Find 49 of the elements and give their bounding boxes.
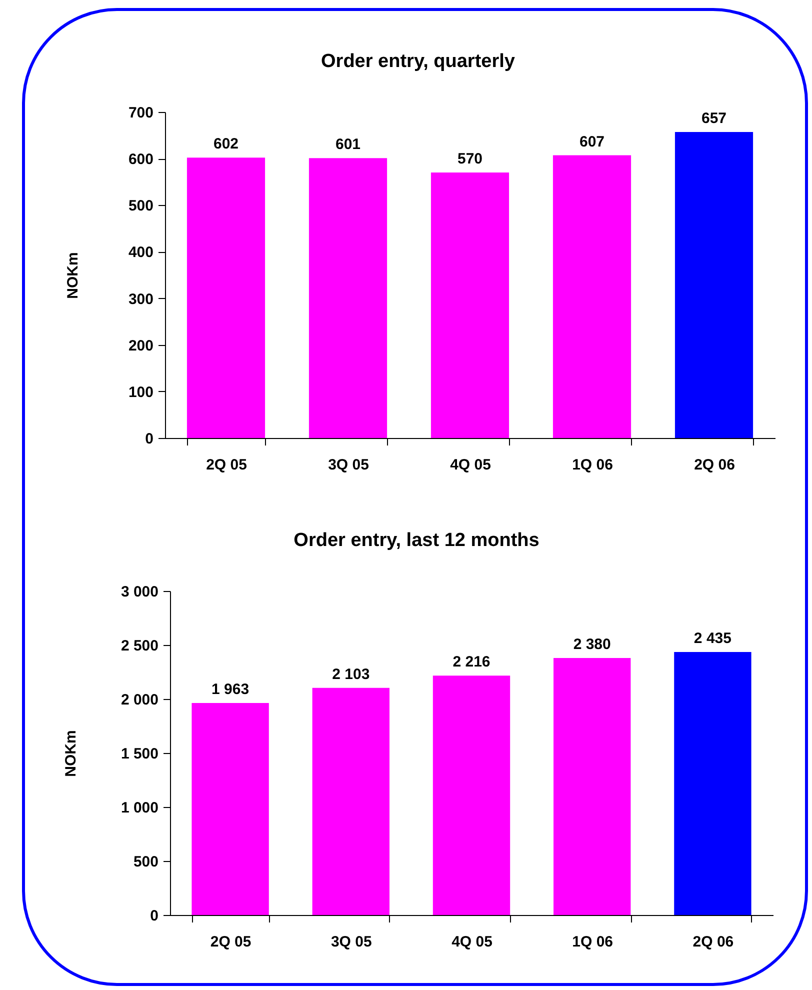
y-axis-title: NOKm: [64, 252, 82, 299]
y-tick-label: 600: [128, 151, 154, 168]
bar: [308, 158, 388, 438]
data-label: 2 216: [452, 654, 490, 671]
y-axis-title: NOKm: [62, 730, 80, 777]
data-label: 601: [335, 136, 361, 154]
y-tick-label: 0: [145, 430, 154, 448]
data-label: 2 103: [332, 666, 370, 683]
x-tick-label: 1Q 06: [572, 934, 614, 950]
bar: [312, 688, 390, 915]
data-label: 1 963: [212, 680, 250, 698]
chart-title: Order entry, last 12 months: [294, 530, 540, 551]
y-tick-label: 300: [128, 290, 154, 308]
bar: [552, 155, 632, 438]
bar: [674, 132, 754, 438]
bar: [674, 652, 752, 915]
y-tick-label: 1 500: [120, 746, 158, 762]
data-label: 2 435: [694, 630, 732, 648]
bar: [554, 658, 631, 915]
x-tick-label: 2Q 05: [210, 934, 252, 950]
y-tick-label: 400: [128, 244, 154, 262]
y-tick-label: 3 000: [120, 584, 158, 600]
x-tick-label: 2Q 06: [694, 456, 735, 474]
y-tick-label: 500: [128, 198, 154, 215]
y-tick-label: 2 000: [120, 692, 158, 708]
data-label: 657: [701, 110, 727, 128]
x-tick-label: 2Q 05: [206, 456, 247, 474]
x-tick-label: 4Q 05: [450, 456, 491, 474]
y-tick-label: 200: [128, 337, 154, 354]
x-tick-label: 4Q 05: [452, 934, 492, 950]
data-label: 2 380: [573, 636, 611, 653]
data-label: 570: [457, 150, 483, 168]
chart-title: Order entry, quarterly: [321, 51, 516, 72]
y-tick-label: 500: [133, 854, 158, 870]
data-label: 602: [213, 136, 239, 153]
y-tick-label: 2 500: [120, 638, 158, 654]
x-tick-label: 3Q 05: [330, 934, 372, 950]
y-tick-label: 0: [150, 908, 158, 924]
y-tick-label: 100: [128, 384, 154, 401]
x-tick-label: 3Q 05: [328, 456, 369, 474]
x-tick-label: 2Q 06: [692, 934, 734, 950]
y-tick-label: 1 000: [120, 800, 158, 816]
x-tick-label: 1Q 06: [572, 456, 613, 474]
y-tick-label: 700: [128, 104, 154, 122]
bar: [432, 676, 510, 915]
bar: [186, 158, 266, 438]
bar: [430, 172, 510, 438]
data-label: 607: [579, 133, 605, 150]
bar: [192, 702, 269, 915]
